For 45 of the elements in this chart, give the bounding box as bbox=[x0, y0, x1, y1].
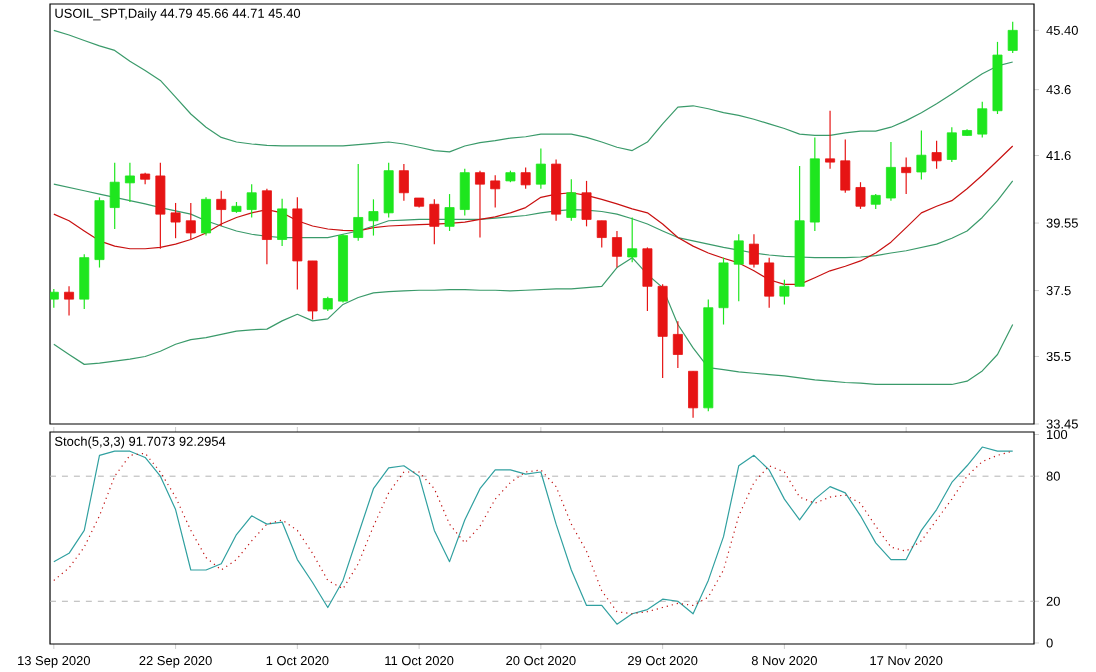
candlestick bbox=[124, 162, 135, 203]
candlestick bbox=[459, 168, 470, 217]
candlestick bbox=[353, 163, 364, 242]
candlestick bbox=[779, 279, 790, 306]
candlestick bbox=[155, 162, 166, 250]
candlestick bbox=[79, 253, 90, 310]
candlestick bbox=[368, 198, 379, 237]
candlestick bbox=[901, 156, 912, 195]
candlestick bbox=[444, 193, 455, 232]
candlestick bbox=[688, 370, 699, 419]
candlestick bbox=[398, 163, 409, 202]
candlestick bbox=[109, 162, 120, 230]
candlestick bbox=[825, 110, 836, 170]
candlestick bbox=[566, 178, 577, 222]
candlestick bbox=[490, 174, 501, 209]
candlestick bbox=[64, 285, 74, 317]
candlestick bbox=[931, 140, 942, 170]
candlestick bbox=[916, 129, 927, 181]
candlestick bbox=[840, 138, 851, 194]
candlestick bbox=[277, 198, 288, 247]
candlestick bbox=[383, 162, 394, 219]
candlestick bbox=[581, 180, 592, 227]
candlestick bbox=[977, 101, 988, 139]
candlestick bbox=[612, 230, 622, 269]
candlestick bbox=[764, 257, 775, 309]
candlestick bbox=[429, 198, 440, 245]
candlestick bbox=[718, 257, 729, 326]
candlestick bbox=[475, 170, 485, 239]
candlestick bbox=[535, 148, 546, 190]
candlestick bbox=[246, 183, 257, 219]
candlestick bbox=[885, 141, 896, 202]
candlestick bbox=[596, 220, 607, 249]
candlestick bbox=[216, 190, 227, 227]
candlestick bbox=[170, 202, 181, 239]
candlestick bbox=[642, 246, 653, 312]
candlestick bbox=[946, 126, 957, 163]
candlestick bbox=[520, 166, 531, 190]
candlestick bbox=[748, 233, 759, 269]
candlestick bbox=[733, 233, 744, 302]
candlestick bbox=[201, 196, 211, 237]
candlestick bbox=[185, 202, 196, 241]
candlestick bbox=[1007, 21, 1018, 54]
candlestick bbox=[627, 216, 638, 263]
candlestick bbox=[855, 181, 866, 210]
candlestick bbox=[672, 320, 683, 369]
